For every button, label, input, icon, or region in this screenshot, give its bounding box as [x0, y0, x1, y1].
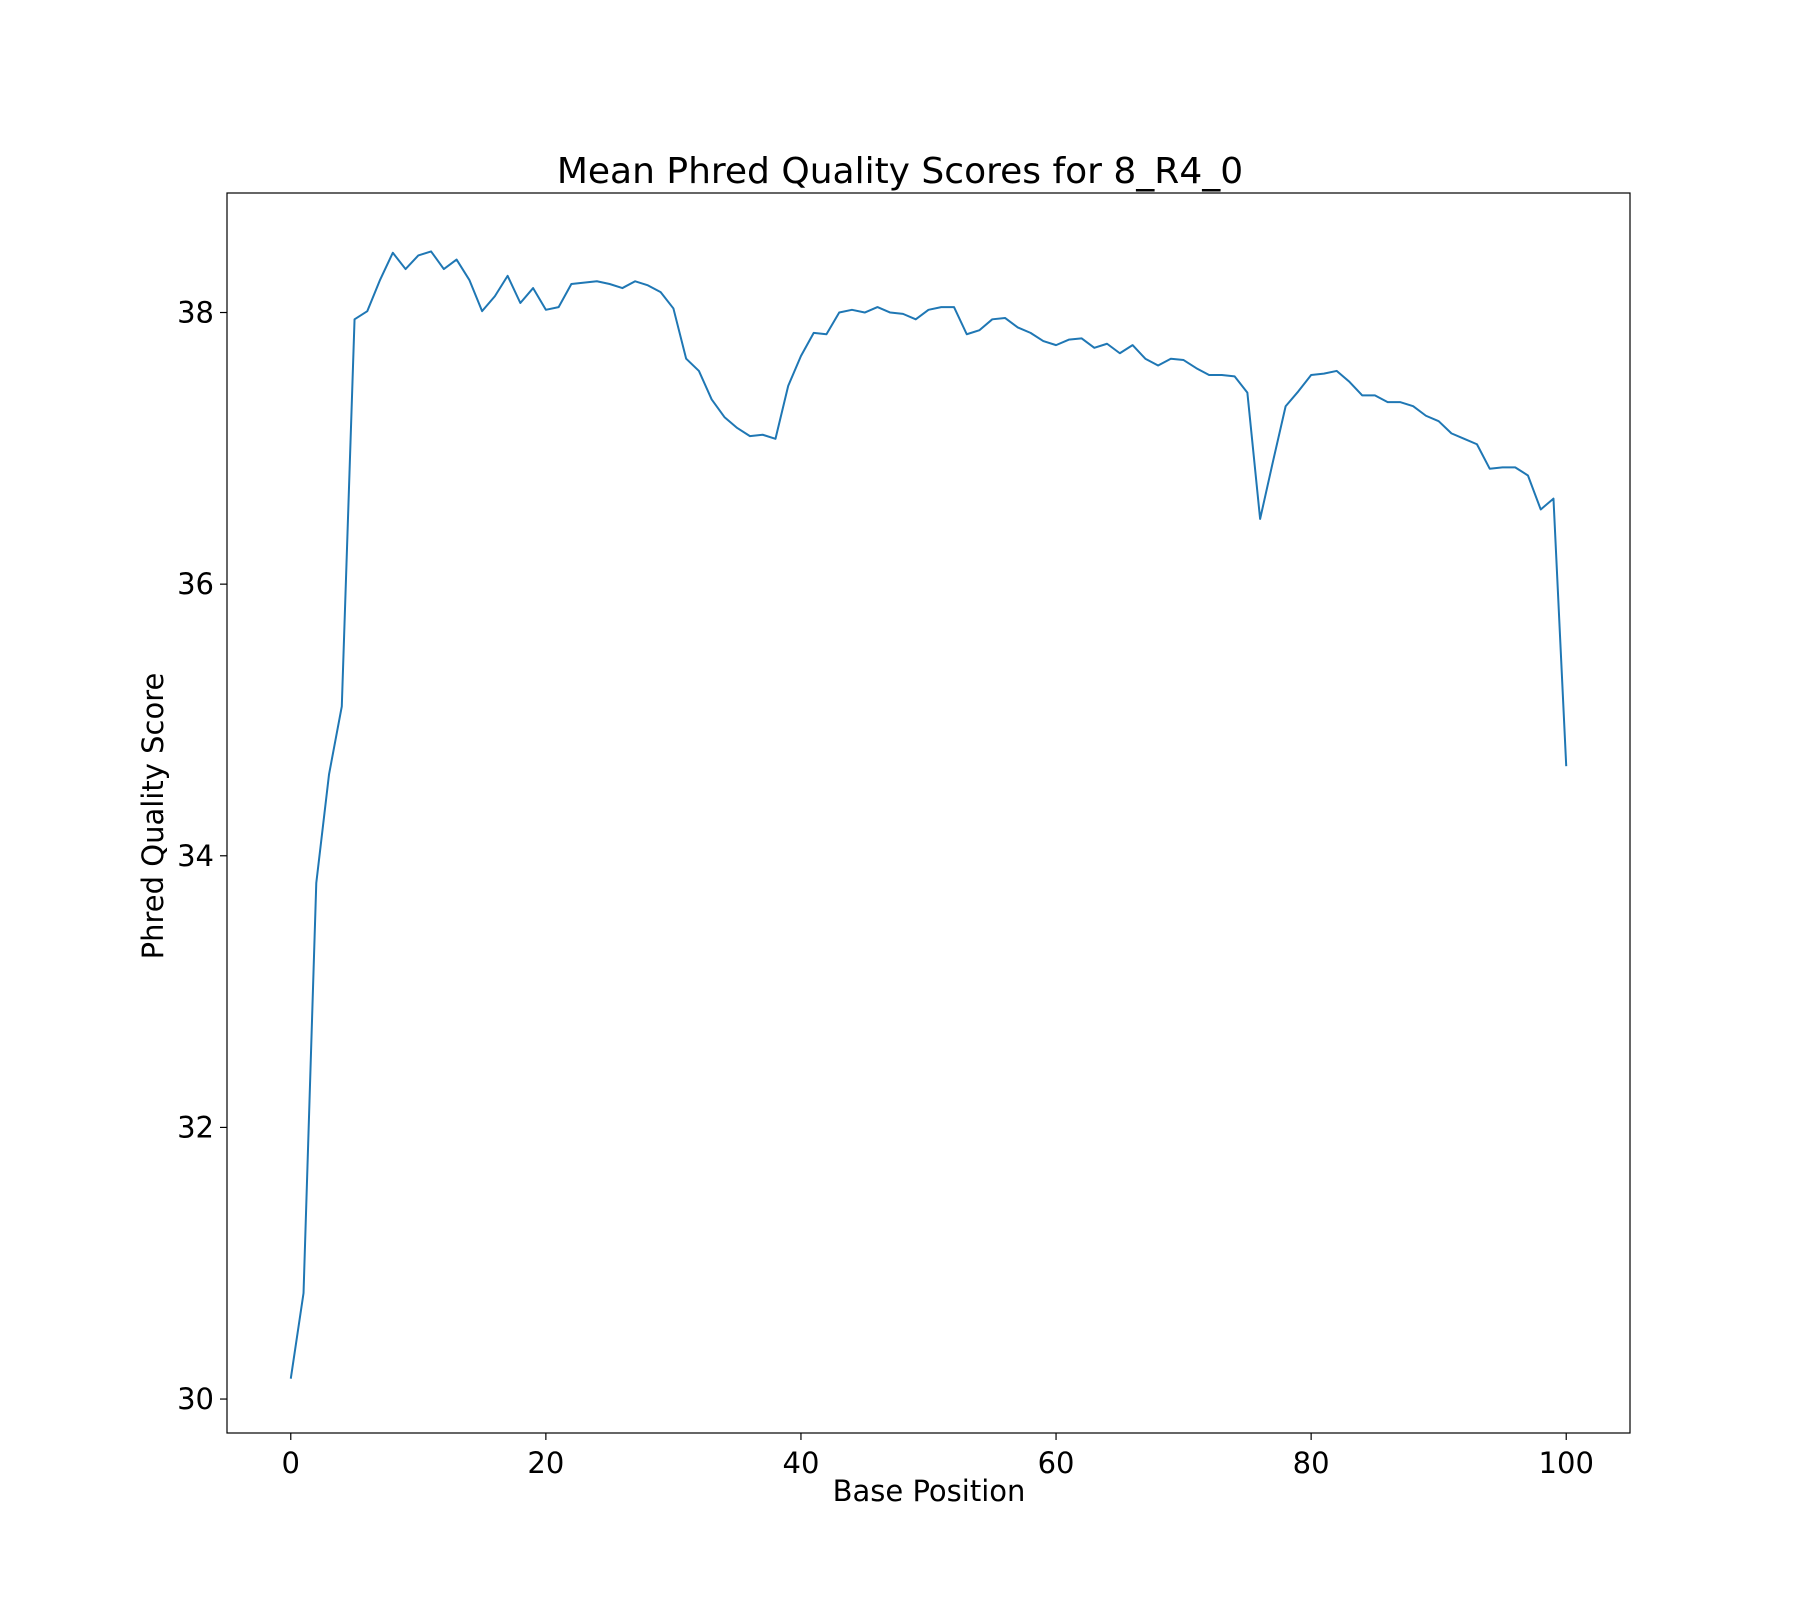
y-tick-label: 32 — [177, 1110, 214, 1144]
plot-frame — [226, 192, 1631, 1434]
y-tick-label: 36 — [177, 567, 214, 601]
y-tick-label: 30 — [177, 1382, 214, 1416]
x-tick-label: 60 — [1038, 1446, 1075, 1480]
plot-area: 0 20 40 60 80 100 30 32 34 36 38 — [177, 192, 1631, 1480]
y-axis-label: Phred Quality Score — [136, 673, 170, 960]
chart-title: Mean Phred Quality Scores for 8_R4_0 — [557, 151, 1243, 192]
x-tick-label: 0 — [282, 1446, 300, 1480]
y-tick-label: 38 — [177, 296, 214, 330]
x-tick-label: 100 — [1539, 1446, 1594, 1480]
x-tick-label: 40 — [783, 1446, 820, 1480]
x-tick-label: 80 — [1293, 1446, 1330, 1480]
y-tick-label: 34 — [177, 839, 214, 873]
x-tick-label: 20 — [527, 1446, 564, 1480]
series-line-0 — [289, 250, 1568, 1379]
x-axis-label: Base Position — [833, 1474, 1026, 1508]
